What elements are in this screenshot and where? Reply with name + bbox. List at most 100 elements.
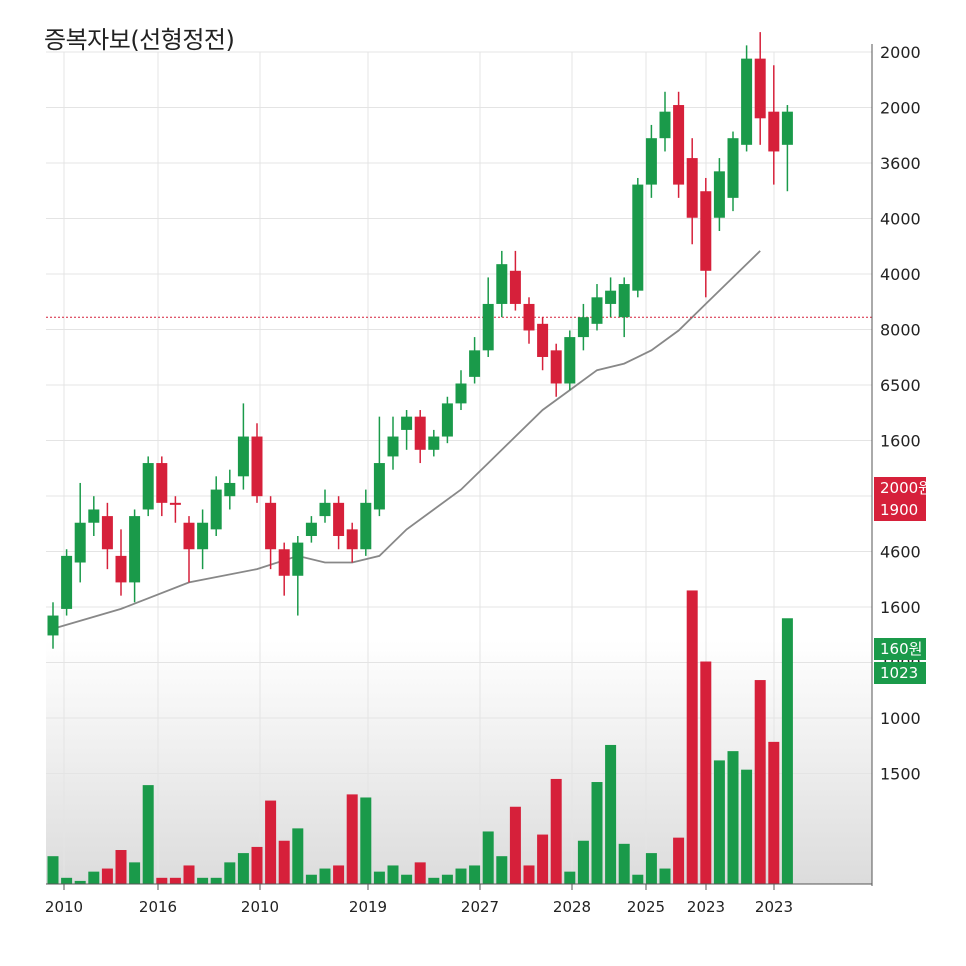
volume-bar: [727, 751, 739, 884]
candle: [237, 403, 249, 490]
candle-body: [414, 416, 426, 450]
volume-bar: [509, 806, 521, 884]
candle-body: [401, 416, 413, 430]
price-tag-label: 160원: [880, 640, 922, 658]
candle-body: [74, 522, 86, 563]
candle: [401, 410, 413, 450]
candle: [469, 337, 481, 384]
candle: [142, 456, 154, 517]
candle-body: [346, 529, 358, 550]
volume-bar: [564, 871, 576, 884]
candle-body: [537, 323, 549, 357]
volume-bar: [346, 794, 358, 884]
x-tick-label: 2027: [461, 898, 499, 916]
candle-body: [319, 502, 331, 517]
candle-body: [169, 502, 181, 505]
volume-bar: [224, 862, 236, 884]
volume-bar: [183, 865, 195, 884]
x-tick-label: 2019: [349, 898, 387, 916]
y-tick-label: 3600: [880, 154, 921, 173]
candle-body: [47, 615, 59, 636]
candle: [210, 476, 222, 536]
volume-bar: [319, 868, 331, 884]
volume-bar: [645, 853, 657, 884]
candle: [387, 416, 399, 470]
candle-body: [482, 303, 494, 351]
price-tag: 160원: [874, 638, 926, 660]
volume-bar: [47, 856, 59, 884]
y-tick-label: 2000: [880, 43, 921, 62]
volume-bar: [591, 782, 603, 884]
x-tick-label: 2025: [627, 898, 665, 916]
candle: [61, 549, 73, 616]
candle: [360, 489, 372, 556]
price-tag-box: [874, 499, 926, 521]
moving-average-layer: [52, 250, 761, 630]
volume-bar: [292, 828, 304, 884]
candle-body: [292, 542, 304, 576]
candle: [441, 396, 453, 444]
volume-bar: [659, 868, 671, 884]
price-tag-box: [874, 662, 926, 684]
volume-bar: [686, 590, 698, 884]
volume-bar: [673, 837, 685, 884]
volume-bar: [169, 877, 181, 884]
volume-bar: [700, 661, 712, 884]
candle-body: [251, 436, 263, 497]
candle-body: [156, 463, 168, 503]
price-tag-label: 1900: [880, 501, 918, 519]
volume-bar: [537, 834, 549, 884]
price-tag-layer: 2000원 1900 160원 1023: [874, 477, 932, 684]
volume-bar: [741, 769, 753, 884]
candle-body: [564, 337, 576, 384]
candle-body: [101, 516, 113, 550]
candle-body: [618, 284, 630, 318]
price-tag: 2000원: [874, 477, 932, 499]
candle-body: [88, 509, 100, 523]
candle: [101, 502, 113, 570]
volume-bar: [482, 831, 494, 884]
x-tick-label: 2023: [755, 898, 793, 916]
x-tick-label: 2010: [45, 898, 83, 916]
candle-body: [509, 270, 521, 304]
candle-body: [523, 303, 535, 331]
volume-bar: [360, 797, 372, 884]
price-tag-box: [874, 477, 926, 499]
candle-body: [768, 111, 780, 152]
volume-bar: [305, 874, 317, 884]
candle-body: [373, 463, 385, 510]
candle: [659, 91, 671, 152]
volume-bar: [61, 877, 73, 884]
volume-bar: [496, 856, 508, 884]
candle-body: [727, 138, 739, 198]
x-tick-label: 2023: [687, 898, 725, 916]
candle-body: [686, 158, 698, 218]
candle: [564, 330, 576, 391]
candle: [632, 177, 644, 298]
candle-body: [455, 383, 467, 404]
candle-body: [142, 463, 154, 510]
candle-body: [591, 297, 603, 324]
candle-body: [781, 111, 793, 145]
candle: [754, 32, 766, 145]
candle: [741, 45, 753, 152]
candle: [713, 158, 725, 232]
volume-bar: [713, 760, 725, 884]
volume-bar: [156, 877, 168, 884]
candle: [537, 317, 549, 371]
candle: [346, 522, 358, 563]
y-tick-label: 4600: [880, 543, 921, 562]
volume-bar: [401, 874, 413, 884]
candle: [523, 297, 535, 344]
y-tick-label: 4000: [880, 210, 921, 229]
candle: [169, 496, 181, 523]
candle-body: [197, 522, 209, 550]
candle: [781, 105, 793, 192]
candle-body: [659, 111, 671, 139]
candle-body: [210, 489, 222, 530]
volume-bar: [781, 618, 793, 884]
candle-body: [632, 184, 644, 291]
y-tick-label: 4000: [880, 265, 921, 284]
volume-bar: [768, 741, 780, 884]
